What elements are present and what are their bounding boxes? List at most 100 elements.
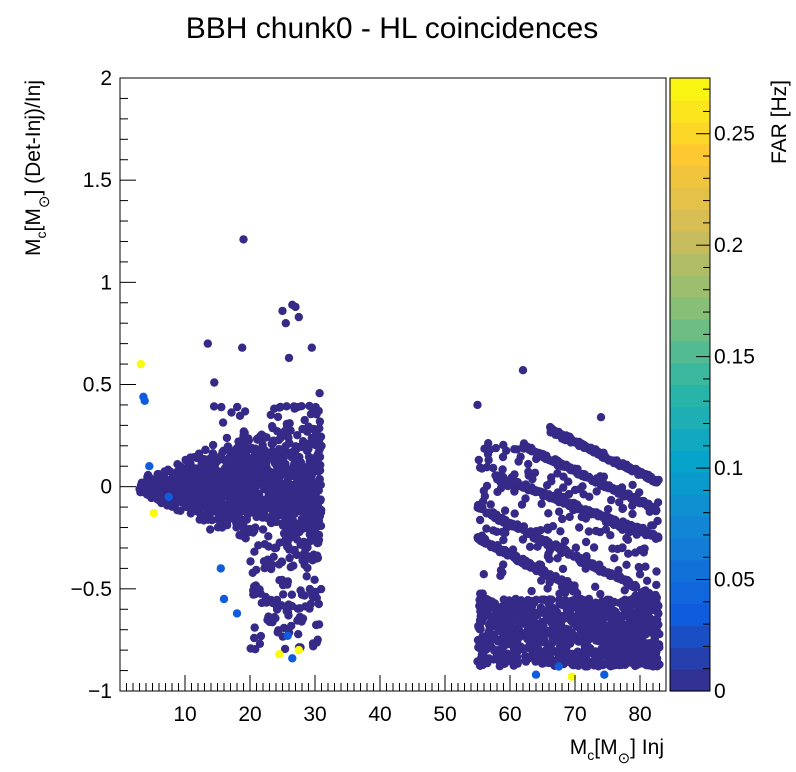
data-point xyxy=(479,570,488,579)
data-point xyxy=(641,625,650,634)
colorbar-tick-label: 0.15 xyxy=(714,346,755,369)
data-point xyxy=(283,608,293,617)
highlight-point xyxy=(531,670,541,679)
data-point xyxy=(257,451,267,460)
x-tick-label: 10 xyxy=(173,703,196,726)
data-point xyxy=(293,431,302,440)
data-point xyxy=(310,575,319,584)
data-point xyxy=(316,584,326,594)
data-point xyxy=(620,521,629,531)
data-point xyxy=(315,510,324,520)
data-point xyxy=(514,457,523,466)
x-tick-label: 60 xyxy=(498,703,521,726)
data-point xyxy=(301,518,310,527)
data-point xyxy=(206,525,215,534)
data-point xyxy=(224,492,234,502)
data-point xyxy=(482,524,491,533)
data-point xyxy=(270,404,279,413)
data-point xyxy=(531,647,541,656)
colorbar-segment xyxy=(670,99,710,123)
data-point xyxy=(475,625,484,634)
data-point xyxy=(546,428,555,437)
data-point xyxy=(571,653,580,662)
data-point xyxy=(629,595,638,604)
data-point xyxy=(288,510,298,519)
data-point xyxy=(589,543,599,552)
highlight-point xyxy=(518,366,528,375)
data-point xyxy=(539,489,549,498)
data-point xyxy=(293,402,302,412)
data-point xyxy=(267,595,276,605)
data-point xyxy=(592,487,601,496)
data-point xyxy=(512,445,522,454)
data-point xyxy=(246,644,255,653)
data-point xyxy=(537,499,546,509)
data-point xyxy=(250,633,259,643)
data-point xyxy=(537,595,546,604)
data-point xyxy=(499,535,508,545)
data-point xyxy=(230,486,239,496)
data-point xyxy=(581,537,591,547)
x-axis-label: Mc[M⊙] Inj xyxy=(570,736,664,767)
data-point xyxy=(653,629,662,638)
data-point xyxy=(498,546,507,555)
data-point xyxy=(282,402,291,411)
data-point xyxy=(545,653,555,662)
data-point xyxy=(496,566,506,575)
colorbar-segment xyxy=(670,647,710,670)
data-point xyxy=(251,444,260,453)
data-point xyxy=(582,552,591,561)
data-point xyxy=(248,528,258,537)
data-point xyxy=(208,440,218,450)
data-point xyxy=(628,509,637,519)
data-point xyxy=(605,623,615,632)
data-point xyxy=(521,657,531,666)
data-point xyxy=(315,475,324,484)
data-point xyxy=(573,589,582,598)
data-point xyxy=(563,499,573,509)
data-point xyxy=(230,452,240,461)
highlight-point xyxy=(164,492,173,502)
data-point xyxy=(223,486,233,495)
data-point xyxy=(314,502,323,512)
data-point xyxy=(530,468,540,477)
data-point xyxy=(591,636,601,645)
data-point xyxy=(242,450,251,460)
data-point xyxy=(278,484,287,494)
data-point xyxy=(554,616,563,625)
data-point xyxy=(609,485,618,494)
data-point xyxy=(514,600,523,610)
data-point xyxy=(645,507,654,516)
x-tick-label: 80 xyxy=(628,703,651,726)
data-point xyxy=(294,494,303,503)
data-point xyxy=(305,401,314,411)
data-point xyxy=(290,446,299,455)
data-point xyxy=(508,545,518,554)
highlight-point xyxy=(288,654,297,663)
data-point xyxy=(639,544,648,554)
data-point xyxy=(263,615,272,625)
data-point xyxy=(259,457,268,467)
data-point xyxy=(633,660,642,669)
y-tick-label: 1.5 xyxy=(83,169,112,192)
data-point xyxy=(264,450,273,460)
data-point xyxy=(266,410,275,420)
data-point xyxy=(227,408,236,417)
data-point xyxy=(625,642,634,651)
data-point xyxy=(631,583,640,592)
data-point xyxy=(628,653,637,662)
data-point xyxy=(236,463,246,472)
data-point xyxy=(575,523,584,532)
data-point xyxy=(599,472,609,481)
data-point xyxy=(622,534,631,543)
data-point xyxy=(610,638,620,647)
data-point xyxy=(596,589,605,599)
highlight-point xyxy=(554,662,563,671)
data-point xyxy=(315,417,325,426)
data-point xyxy=(642,576,652,585)
data-point xyxy=(553,554,562,563)
colorbar-segment xyxy=(670,78,710,101)
data-point xyxy=(249,590,258,599)
data-point xyxy=(256,631,266,641)
data-point xyxy=(566,438,575,447)
